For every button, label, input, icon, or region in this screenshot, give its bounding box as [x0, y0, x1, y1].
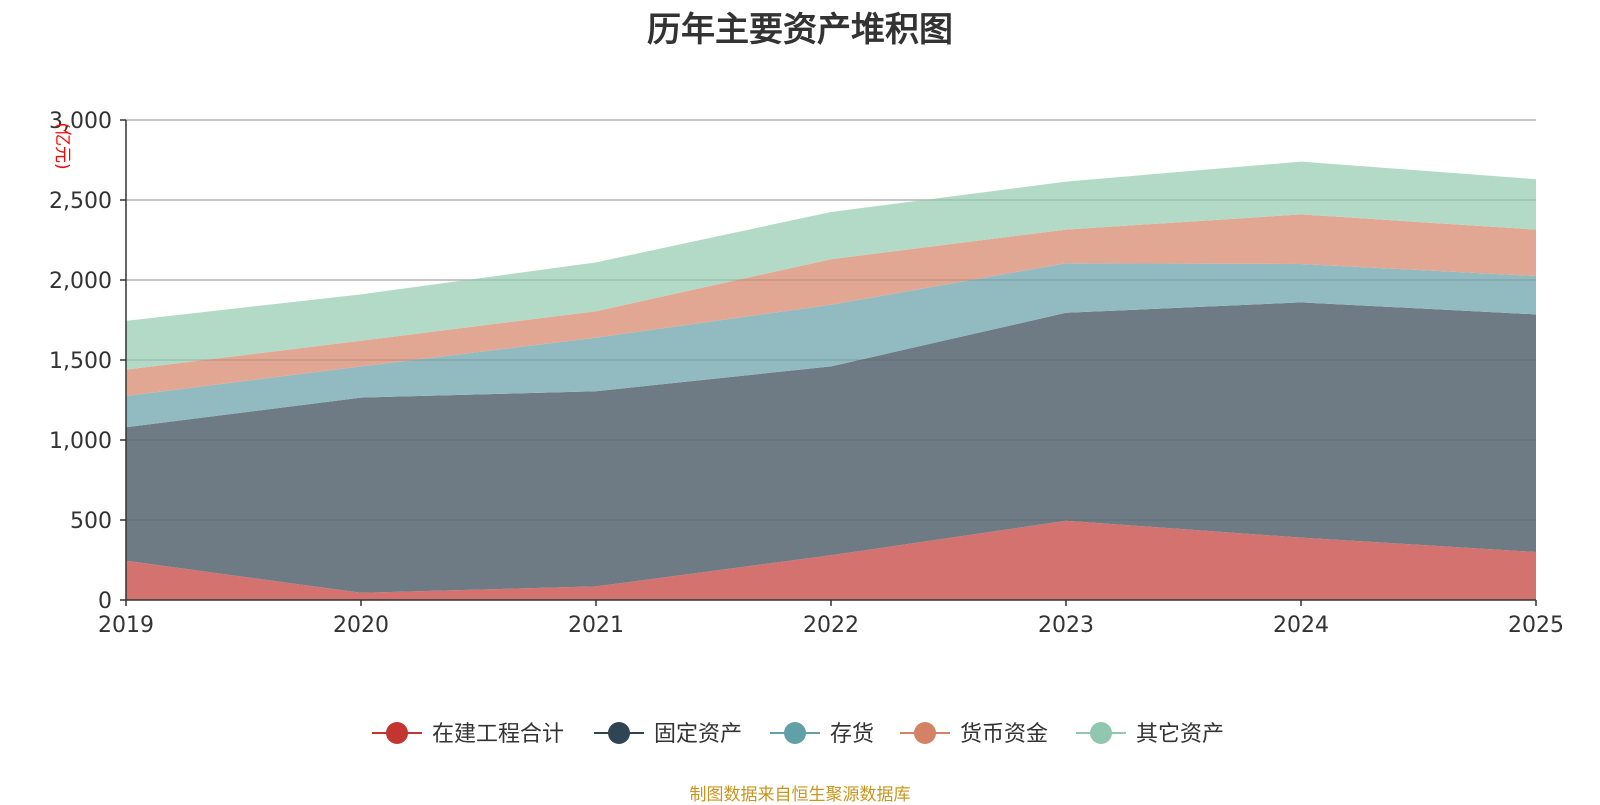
x-tick-label: 2025: [1508, 613, 1564, 638]
y-tick-label: 1,500: [49, 349, 112, 374]
x-tick-label: 2020: [333, 613, 389, 638]
legend: 在建工程合计 固定资产 存货 货币资金 其它资产: [372, 722, 1224, 747]
x-tick-label: 2023: [1038, 613, 1094, 638]
legend-item: 其它资产: [1076, 722, 1224, 747]
legend-label: 固定资产: [654, 722, 742, 747]
y-tick-label: 2,000: [49, 269, 112, 294]
legend-label: 存货: [830, 722, 874, 747]
y-axis-unit-label: (亿元): [52, 122, 72, 169]
series-areas: [126, 119, 1536, 600]
series-area: [126, 302, 1536, 593]
legend-marker: [1090, 722, 1112, 744]
y-tick-label: 0: [98, 589, 112, 614]
y-tick-label: 500: [70, 509, 112, 534]
legend-label: 货币资金: [960, 722, 1048, 747]
x-tick-label: 2024: [1273, 613, 1329, 638]
legend-marker: [386, 722, 408, 744]
axes: 0 500 1,000 1,500 2,000 2,500 3,000 2019 2020 202…: [49, 109, 1564, 638]
series-area: [126, 263, 1536, 428]
y-tick-label: 2,500: [49, 189, 112, 214]
legend-label: 在建工程合计: [432, 722, 564, 747]
legend-item: 存货: [770, 722, 874, 747]
x-tick-label: 2019: [98, 613, 154, 638]
legend-item: 货币资金: [900, 722, 1048, 747]
series-area: [126, 520, 1536, 600]
series-area: [126, 161, 1536, 370]
y-tick-label: 3,000: [49, 109, 112, 134]
source-note: 制图数据来自恒生聚源数据库: [689, 785, 911, 805]
chart-title: 历年主要资产堆积图: [647, 10, 953, 50]
legend-marker: [784, 722, 806, 744]
x-tick-label: 2022: [803, 613, 859, 638]
legend-marker: [914, 722, 936, 744]
series-area: [126, 214, 1536, 396]
legend-marker: [608, 722, 630, 744]
legend-label: 其它资产: [1136, 722, 1224, 747]
legend-item: 固定资产: [594, 722, 742, 747]
x-tick-label: 2021: [568, 613, 624, 638]
y-tick-label: 1,000: [49, 429, 112, 454]
legend-item: 在建工程合计: [372, 722, 564, 747]
